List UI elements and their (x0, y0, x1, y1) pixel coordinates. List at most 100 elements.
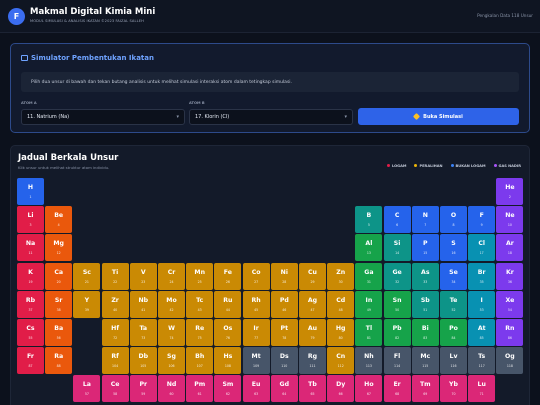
element-tile-sn[interactable]: Sn 50 (383, 290, 411, 318)
element-tile-sc[interactable]: Sc 21 (73, 262, 101, 290)
element-tile-sm[interactable]: Sm 62 (214, 375, 242, 403)
element-tile-zr[interactable]: Zr 40 (101, 290, 129, 318)
element-tile-be[interactable]: Be 4 (45, 206, 73, 234)
element-tile-v[interactable]: V 23 (129, 262, 157, 290)
element-tile-ni[interactable]: Ni 28 (270, 262, 298, 290)
element-tile-fr[interactable]: Fr 87 (17, 347, 44, 375)
element-tile-nh[interactable]: Nh 113 (355, 347, 383, 375)
element-tile-la[interactable]: La 57 (73, 375, 101, 403)
element-tile-pr[interactable]: Pr 59 (129, 375, 157, 403)
element-tile-rh[interactable]: Rh 45 (242, 290, 270, 318)
element-tile-w[interactable]: W 74 (158, 319, 185, 346)
element-tile-hf[interactable]: Hf 72 (101, 319, 129, 346)
element-tile-ba[interactable]: Ba 56 (45, 319, 73, 346)
element-tile-mt[interactable]: Mt 109 (242, 347, 270, 375)
element-tile-au[interactable]: Au 79 (299, 319, 326, 346)
element-tile-yb[interactable]: Yb 70 (440, 375, 467, 403)
element-tile-po[interactable]: Po 84 (440, 319, 467, 346)
element-tile-sg[interactable]: Sg 106 (158, 347, 185, 375)
element-tile-mo[interactable]: Mo 42 (158, 290, 185, 318)
element-tile-se[interactable]: Se 34 (440, 262, 467, 290)
element-tile-br[interactable]: Br 35 (468, 262, 496, 290)
element-tile-na[interactable]: Na 11 (17, 234, 44, 262)
element-tile-lv[interactable]: Lv 116 (440, 347, 467, 375)
element-tile-lu[interactable]: Lu 71 (468, 375, 496, 403)
element-tile-s[interactable]: S 16 (440, 234, 467, 262)
element-tile-re[interactable]: Re 75 (186, 319, 214, 346)
element-tile-dy[interactable]: Dy 66 (327, 375, 355, 403)
element-tile-mc[interactable]: Mc 115 (411, 347, 439, 375)
element-tile-al[interactable]: Al 13 (355, 234, 383, 262)
element-tile-cl[interactable]: Cl 17 (468, 234, 496, 262)
element-tile-y[interactable]: Y 39 (73, 290, 101, 318)
element-tile-co[interactable]: Co 27 (242, 262, 270, 290)
element-tile-as[interactable]: As 33 (411, 262, 439, 290)
element-tile-ir[interactable]: Ir 77 (242, 319, 270, 346)
element-tile-cd[interactable]: Cd 48 (327, 290, 355, 318)
element-tile-db[interactable]: Db 105 (129, 347, 157, 375)
element-tile-zn[interactable]: Zn 30 (327, 262, 355, 290)
element-tile-rg[interactable]: Rg 111 (299, 347, 326, 375)
element-tile-og[interactable]: Og 118 (496, 347, 524, 375)
element-tile-fe[interactable]: Fe 26 (214, 262, 242, 290)
element-tile-pt[interactable]: Pt 78 (270, 319, 298, 346)
element-tile-k[interactable]: K 19 (17, 262, 44, 290)
element-tile-i[interactable]: I 53 (468, 290, 496, 318)
element-tile-rb[interactable]: Rb 37 (17, 290, 44, 318)
element-tile-ce[interactable]: Ce 58 (101, 375, 129, 403)
element-tile-ag[interactable]: Ag 47 (299, 290, 326, 318)
element-tile-cn[interactable]: Cn 112 (327, 347, 355, 375)
element-tile-er[interactable]: Er 68 (383, 375, 411, 403)
element-tile-pb[interactable]: Pb 82 (383, 319, 411, 346)
element-tile-at[interactable]: At 85 (468, 319, 496, 346)
element-tile-nb[interactable]: Nb 41 (129, 290, 157, 318)
element-tile-tb[interactable]: Tb 65 (299, 375, 326, 403)
element-tile-p[interactable]: P 15 (411, 234, 439, 262)
element-tile-pm[interactable]: Pm 61 (186, 375, 214, 403)
element-tile-ti[interactable]: Ti 22 (101, 262, 129, 290)
atom-b-select[interactable]: 17. Klorin (Cl) ▾ (189, 109, 353, 125)
element-tile-sr[interactable]: Sr 38 (45, 290, 73, 318)
element-tile-bi[interactable]: Bi 83 (411, 319, 439, 346)
element-tile-tc[interactable]: Tc 43 (186, 290, 214, 318)
element-tile-cs[interactable]: Cs 55 (17, 319, 44, 346)
element-tile-tl[interactable]: Tl 81 (355, 319, 383, 346)
element-tile-te[interactable]: Te 52 (440, 290, 467, 318)
element-tile-mn[interactable]: Mn 25 (186, 262, 214, 290)
element-tile-rf[interactable]: Rf 104 (101, 347, 129, 375)
element-tile-hg[interactable]: Hg 80 (327, 319, 355, 346)
element-tile-cr[interactable]: Cr 24 (158, 262, 185, 290)
element-tile-gd[interactable]: Gd 64 (270, 375, 298, 403)
element-tile-fl[interactable]: Fl 114 (383, 347, 411, 375)
element-tile-rn[interactable]: Rn 86 (496, 319, 524, 346)
element-tile-bh[interactable]: Bh 107 (186, 347, 214, 375)
element-tile-eu[interactable]: Eu 63 (242, 375, 270, 403)
element-tile-sb[interactable]: Sb 51 (411, 290, 439, 318)
element-tile-in[interactable]: In 49 (355, 290, 383, 318)
element-tile-tm[interactable]: Tm 69 (411, 375, 439, 403)
element-tile-ge[interactable]: Ge 32 (383, 262, 411, 290)
element-tile-cu[interactable]: Cu 29 (299, 262, 326, 290)
element-tile-hs[interactable]: Hs 108 (214, 347, 242, 375)
atom-a-select[interactable]: 11. Natrium (Na) ▾ (21, 109, 185, 125)
element-tile-nd[interactable]: Nd 60 (158, 375, 185, 403)
element-tile-si[interactable]: Si 14 (383, 234, 411, 262)
element-tile-ru[interactable]: Ru 44 (214, 290, 242, 318)
element-tile-ne[interactable]: Ne 10 (496, 206, 524, 234)
element-tile-ds[interactable]: Ds 110 (270, 347, 298, 375)
element-tile-li[interactable]: Li 3 (17, 206, 44, 234)
element-tile-he[interactable]: He 2 (496, 178, 524, 205)
element-tile-ta[interactable]: Ta 73 (129, 319, 157, 346)
element-tile-ga[interactable]: Ga 31 (355, 262, 383, 290)
element-tile-ra[interactable]: Ra 88 (45, 347, 73, 375)
open-simulation-button[interactable]: Buka Simulasi (358, 108, 519, 125)
element-tile-ar[interactable]: Ar 18 (496, 234, 524, 262)
element-tile-pd[interactable]: Pd 46 (270, 290, 298, 318)
element-tile-os[interactable]: Os 76 (214, 319, 242, 346)
